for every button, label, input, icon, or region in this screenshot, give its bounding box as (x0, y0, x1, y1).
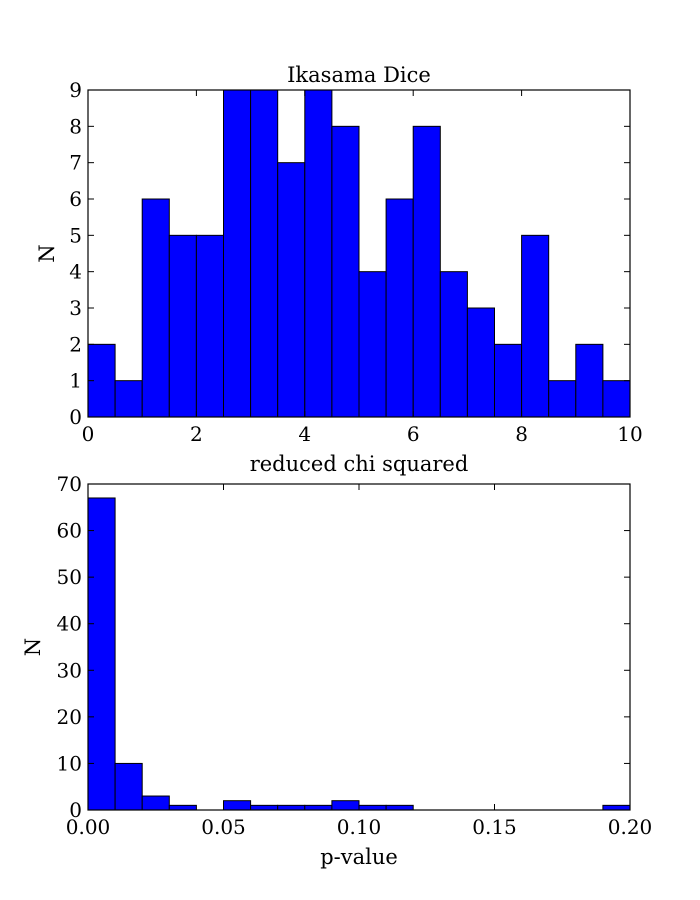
x-tick-label: 0.10 (337, 815, 382, 839)
histogram-bar (223, 89, 252, 418)
x-tick-label: 10 (617, 422, 642, 446)
x-tick-label: 4 (298, 422, 311, 446)
x-tick-label: 0.15 (472, 815, 517, 839)
y-tick-label: 40 (57, 612, 82, 636)
histogram-bar (602, 380, 631, 418)
histogram-bar (358, 804, 387, 811)
x-tick-label: 2 (190, 422, 203, 446)
histogram-bar (277, 804, 306, 811)
histogram-bar (141, 795, 170, 811)
y-tick-label: 3 (69, 296, 82, 320)
x-axis-label: reduced chi squared (250, 452, 469, 476)
y-axis-label: N (35, 244, 59, 262)
histogram-bar (466, 307, 495, 418)
histogram-bar (223, 800, 252, 811)
y-tick-label: 0 (69, 405, 82, 429)
y-tick-label: 1 (69, 369, 82, 393)
histogram-bar (141, 198, 170, 418)
histogram-bar (304, 804, 333, 811)
y-tick-label: 6 (69, 187, 82, 211)
y-tick-label: 4 (69, 260, 82, 284)
chart-title: Ikasama Dice (287, 63, 431, 87)
y-tick-label: 10 (57, 751, 82, 775)
histogram-bar (575, 343, 604, 418)
y-tick-label: 8 (69, 114, 82, 138)
y-tick-label: 70 (57, 472, 82, 496)
y-tick-label: 9 (69, 78, 82, 102)
x-axis-label: p-value (320, 845, 398, 869)
x-tick-label: 8 (515, 422, 528, 446)
histogram-bar (521, 234, 550, 418)
histogram-bar (250, 89, 279, 418)
y-tick-label: 50 (57, 565, 82, 589)
y-tick-label: 5 (69, 223, 82, 247)
x-tick-label: 6 (407, 422, 420, 446)
histogram-bar (114, 762, 143, 811)
histogram-bar (168, 234, 197, 418)
histogram-bar (168, 804, 197, 811)
histogram-bar (494, 343, 523, 418)
y-axis-label: N (21, 638, 45, 656)
histogram-bar (385, 198, 414, 418)
y-tick-label: 7 (69, 151, 82, 175)
reduced-chi-squared-histogram: 0 2 4 6 8 10 0 1 2 3 4 5 6 7 8 9 Ikasama Dice reduced chi… (35, 63, 643, 476)
histogram-bar (331, 800, 360, 811)
histogram-bar (439, 271, 468, 418)
histogram-bar (277, 162, 306, 418)
histogram-bar (412, 125, 441, 418)
plot-frame (87, 483, 631, 811)
p-value-histogram: 0.00 0.05 0.10 0.15 0.20 0 10 20 30 40 50 60 70 p-val… (21, 472, 652, 869)
histogram-bar (358, 271, 387, 418)
y-tick-label: 0 (69, 798, 82, 822)
y-tick-label: 60 (57, 519, 82, 543)
x-tick-label: 0.00 (66, 815, 111, 839)
y-tick-label: 20 (57, 705, 82, 729)
x-tick-label: 0.20 (608, 815, 653, 839)
histogram-bar (304, 89, 333, 418)
histogram-bar (385, 804, 414, 811)
histogram-bar (250, 804, 279, 811)
histogram-bar (114, 380, 143, 418)
histogram-bar (331, 125, 360, 418)
x-tick-label: 0.05 (201, 815, 246, 839)
x-tick-label: 0 (82, 422, 95, 446)
histogram-bar (195, 234, 224, 418)
y-tick-label: 30 (57, 658, 82, 682)
histogram-bar (602, 804, 631, 811)
y-tick-label: 2 (69, 332, 82, 356)
plot-frame (87, 89, 631, 418)
histogram-bar (548, 380, 577, 418)
